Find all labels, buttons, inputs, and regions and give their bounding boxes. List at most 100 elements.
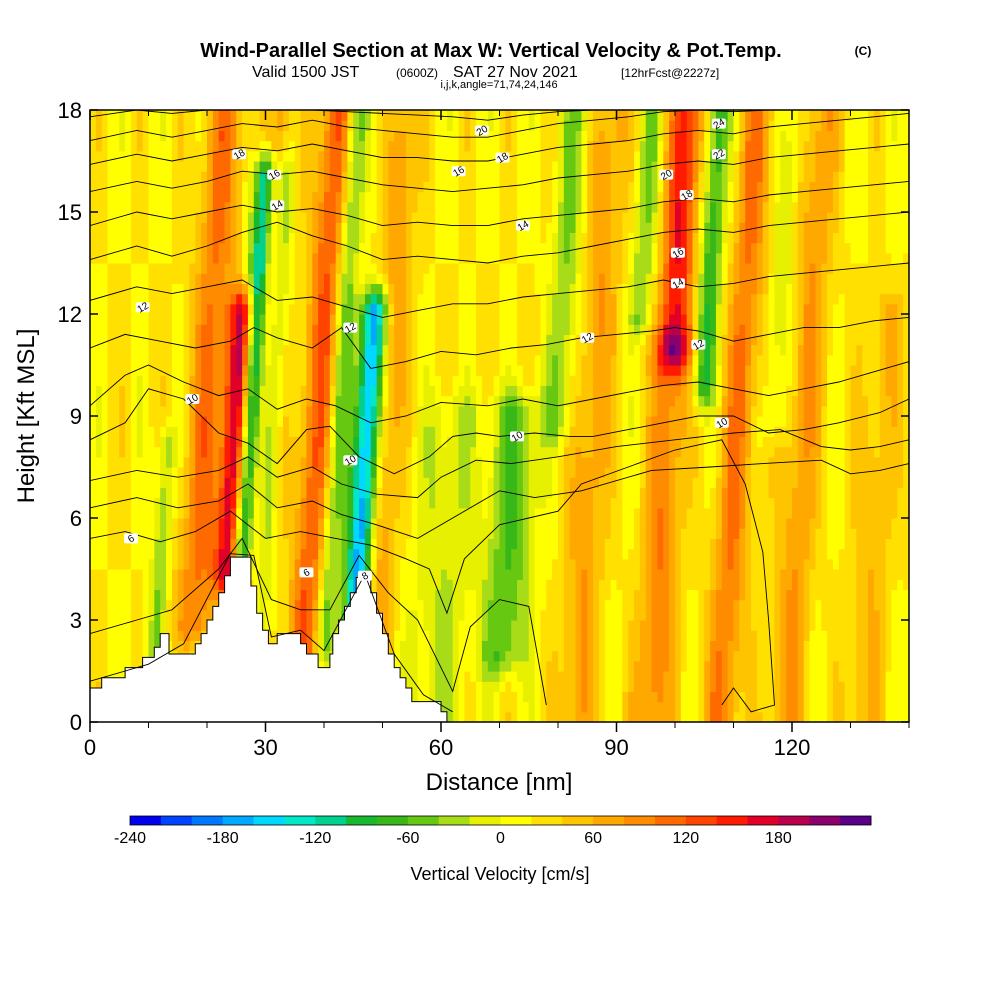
velocity-cell [247, 446, 255, 458]
velocity-cell [400, 273, 407, 284]
velocity-cell [130, 303, 138, 315]
velocity-cell [154, 569, 161, 580]
velocity-cell [417, 303, 425, 315]
velocity-cell [540, 507, 547, 519]
velocity-cell [107, 589, 114, 601]
velocity-cell [394, 416, 401, 427]
velocity-cell [288, 497, 296, 509]
velocity-cell [300, 314, 308, 325]
velocity-cell [294, 344, 302, 356]
velocity-cell [95, 671, 103, 682]
velocity-cell [400, 385, 407, 397]
velocity-cell [546, 242, 553, 254]
velocity-cell [142, 487, 150, 499]
velocity-cell [569, 324, 577, 335]
velocity-cell [312, 293, 319, 305]
velocity-cell [166, 303, 173, 315]
velocity-cell [324, 344, 331, 356]
velocity-cell [171, 365, 179, 376]
velocity-cell [125, 354, 132, 366]
velocity-cell [107, 354, 114, 366]
velocity-cell [347, 528, 354, 539]
velocity-cell [265, 365, 272, 376]
velocity-cell [212, 558, 220, 570]
velocity-cell [405, 487, 413, 499]
velocity-cell [201, 548, 208, 560]
velocity-cell [177, 609, 185, 621]
velocity-cell [359, 487, 366, 499]
velocity-cell [347, 507, 354, 519]
velocity-cell [171, 579, 179, 590]
velocity-cell [154, 405, 161, 417]
velocity-cell [318, 252, 325, 264]
velocity-cell [388, 395, 395, 407]
velocity-cell [400, 620, 407, 631]
velocity-cell [341, 171, 348, 182]
velocity-cell [224, 426, 231, 437]
velocity-cell [388, 426, 395, 437]
velocity-cell [417, 477, 425, 488]
velocity-cell [370, 222, 378, 233]
velocity-cell [558, 630, 565, 641]
velocity-cell [294, 456, 302, 468]
velocity-cell [171, 477, 179, 488]
velocity-cell [464, 252, 471, 264]
velocity-cell [107, 405, 114, 417]
velocity-cell [177, 558, 185, 570]
velocity-cell [429, 650, 436, 662]
velocity-cell [154, 354, 161, 366]
velocity-cell [540, 201, 547, 213]
velocity-cell [189, 548, 196, 560]
velocity-cell [517, 161, 524, 172]
velocity-cell [517, 660, 524, 672]
velocity-cell [90, 181, 97, 193]
velocity-cell [177, 518, 185, 529]
velocity-cell [429, 528, 436, 539]
velocity-cell [517, 467, 524, 478]
velocity-cell [171, 273, 179, 284]
velocity-cell [487, 171, 495, 182]
velocity-cell [171, 181, 179, 193]
velocity-cell [230, 446, 237, 458]
velocity-cell [160, 263, 167, 274]
velocity-cell [259, 263, 267, 274]
velocity-cell [405, 507, 413, 519]
velocity-cell [446, 436, 454, 448]
velocity-cell [476, 467, 483, 478]
velocity-cell [394, 660, 401, 672]
velocity-cell [183, 252, 191, 264]
velocity-cell [224, 354, 231, 366]
velocity-cell [388, 293, 395, 305]
velocity-cell [136, 110, 144, 121]
velocity-cell [324, 558, 331, 570]
velocity-cell [511, 467, 518, 478]
velocity-cell [341, 263, 348, 274]
velocity-cell [481, 273, 489, 284]
velocity-cell [376, 507, 384, 519]
velocity-cell [236, 120, 243, 131]
velocity-cell [376, 201, 384, 213]
velocity-cell [265, 538, 272, 550]
velocity-cell [411, 446, 419, 458]
velocity-cell [119, 487, 126, 499]
velocity-cell [517, 711, 524, 722]
velocity-cell [236, 375, 243, 386]
velocity-cell [370, 477, 378, 488]
velocity-cell [207, 426, 214, 437]
velocity-cell [563, 212, 571, 223]
velocity-cell [388, 161, 395, 172]
velocity-cell [353, 395, 360, 407]
velocity-cell [481, 681, 489, 692]
velocity-cell [201, 609, 208, 621]
velocity-cell [212, 538, 220, 550]
velocity-cell [294, 273, 302, 284]
velocity-cell [400, 365, 407, 376]
velocity-cell [253, 426, 261, 437]
velocity-cell [148, 599, 155, 611]
velocity-cell [394, 456, 401, 468]
velocity-cell [148, 579, 155, 590]
velocity-cell [230, 324, 237, 335]
velocity-cell [499, 579, 506, 590]
velocity-cell [136, 263, 144, 274]
